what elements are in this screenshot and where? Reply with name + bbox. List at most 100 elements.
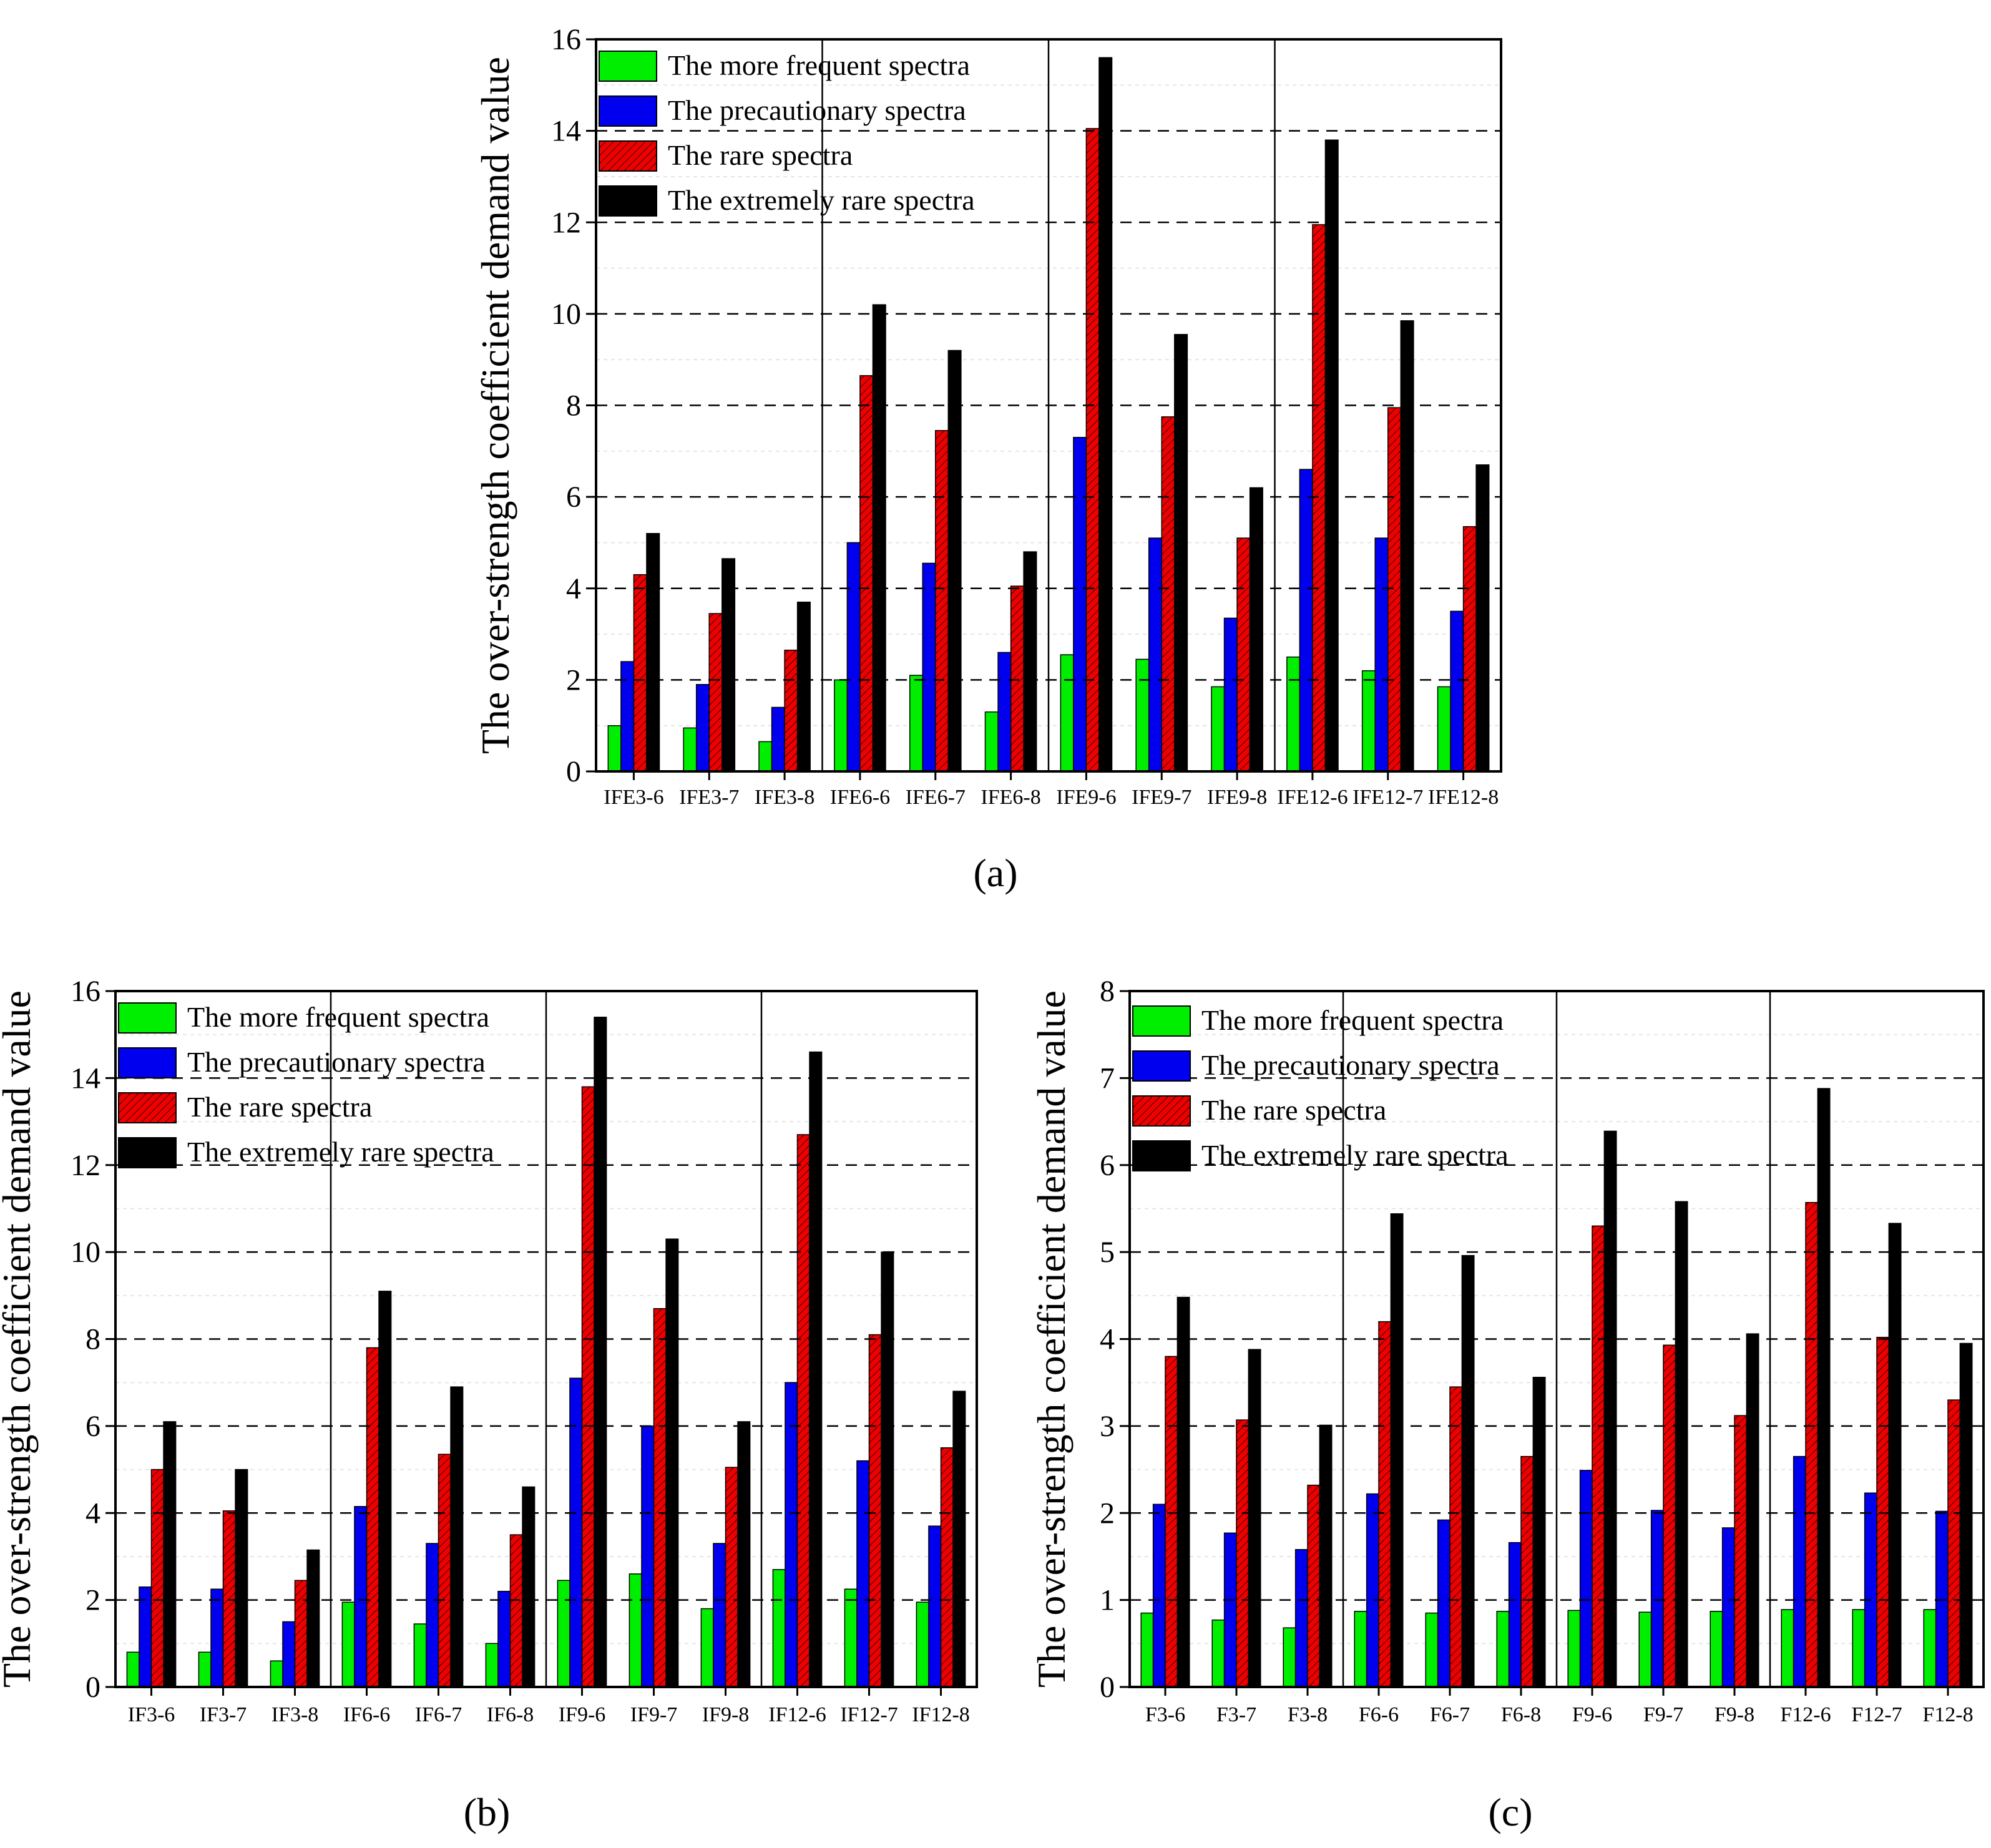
bar-IFE3-6-series-2: [633, 574, 647, 772]
bar-F9-7-series-3: [1675, 1201, 1688, 1688]
bar-IFE9-7-series-0: [1135, 658, 1150, 772]
bar-F6-7-series-0: [1425, 1612, 1439, 1688]
y-tick-label: 0: [86, 1671, 100, 1704]
x-tick-label: F12-7: [1851, 1703, 1902, 1726]
y-tick-label: 7: [1100, 1062, 1115, 1095]
bar-F9-8-series-3: [1746, 1333, 1759, 1688]
y-tick-label: 4: [86, 1497, 100, 1530]
bar-IFE6-6-series-0: [834, 679, 848, 772]
bar-IF3-7-series-1: [210, 1588, 224, 1688]
bar-IF12-8-series-0: [916, 1601, 929, 1688]
bar-IFE3-8-series-0: [758, 741, 773, 772]
x-tick-label: IF9-7: [630, 1703, 678, 1726]
bar-IF9-8-series-3: [737, 1421, 751, 1688]
legend-label-1: The precautionary spectra: [668, 94, 966, 126]
x-tick-label: F3-6: [1145, 1703, 1185, 1726]
x-tick-label: IFE3-7: [679, 786, 739, 809]
bar-IFE9-8-series-3: [1249, 487, 1263, 772]
bar-IFE9-8-series-0: [1211, 686, 1225, 772]
legend-label-1: The precautionary spectra: [1201, 1049, 1500, 1081]
bar-IF3-8-series-0: [270, 1660, 283, 1688]
x-tick-label: IFE9-6: [1056, 786, 1116, 809]
bar-IFE6-7-series-0: [909, 675, 923, 772]
bar-IF6-7-series-1: [426, 1543, 439, 1688]
bar-IF6-8-series-0: [485, 1643, 499, 1688]
bar-F6-6-series-0: [1354, 1610, 1367, 1688]
bar-IF12-6-series-2: [796, 1134, 810, 1688]
y-tick-label: 8: [86, 1323, 100, 1356]
bar-IFE6-8-series-3: [1023, 551, 1037, 772]
bar-F12-8-series-3: [1959, 1342, 1973, 1688]
bar-IFE9-7-series-2: [1161, 416, 1175, 772]
bar-IF9-8-series-1: [713, 1543, 726, 1688]
x-tick-label: F3-8: [1288, 1703, 1328, 1726]
bar-IF3-7-series-0: [198, 1651, 212, 1688]
bar-IF6-8-series-1: [497, 1590, 511, 1688]
bar-IF6-6-series-0: [341, 1601, 355, 1688]
bar-F6-7-series-3: [1461, 1254, 1475, 1688]
bar-IF3-8-series-1: [282, 1621, 296, 1688]
legend-swatch-2: [1132, 1095, 1191, 1127]
bar-IFE12-8-series-3: [1475, 464, 1490, 772]
legend-swatch-0: [599, 51, 657, 82]
legend-label-0: The more frequent spectra: [1201, 1004, 1504, 1036]
x-tick-label: IF12-6: [768, 1703, 826, 1726]
y-tick-label: 16: [551, 23, 581, 56]
x-tick-label: F6-7: [1430, 1703, 1470, 1726]
legend-label-1: The precautionary spectra: [187, 1046, 486, 1078]
legend-swatch-1: [118, 1047, 177, 1078]
x-tick-label: F3-7: [1216, 1703, 1256, 1726]
y-tick-label: 16: [71, 975, 100, 1008]
bar-IF12-6-series-0: [772, 1569, 786, 1688]
x-tick-label: IFE12-8: [1428, 786, 1499, 809]
y-tick-label: 5: [1100, 1236, 1115, 1269]
x-tick-label: F9-6: [1572, 1703, 1612, 1726]
bar-IFE9-8-series-2: [1236, 537, 1251, 772]
y-tick-label: 2: [1100, 1497, 1115, 1530]
bar-IF6-6-series-2: [366, 1347, 379, 1688]
bar-F9-6-series-1: [1579, 1470, 1593, 1688]
x-tick-label: IFE12-6: [1277, 786, 1348, 809]
bar-IF6-7-series-3: [450, 1386, 464, 1688]
bar-F3-7-series-0: [1211, 1619, 1225, 1688]
panel-label: (c): [1488, 1790, 1532, 1834]
legend: The more frequent spectra The precautiona…: [118, 1001, 494, 1168]
bar-IFE12-8-series-0: [1437, 686, 1451, 772]
bar-IF3-6-series-0: [126, 1651, 140, 1688]
bar-IFE3-7-series-0: [683, 727, 697, 772]
bar-IFE9-8-series-1: [1223, 617, 1238, 772]
bar-IF12-8-series-3: [952, 1391, 966, 1688]
bar-IF6-6-series-1: [354, 1506, 368, 1688]
x-tick-label: IF3-6: [128, 1703, 175, 1726]
bar-IF9-6-series-0: [557, 1580, 570, 1688]
bar-IF6-7-series-2: [438, 1454, 451, 1688]
bar-IFE12-6-series-1: [1299, 469, 1313, 772]
bar-F9-8-series-1: [1721, 1527, 1735, 1688]
legend-swatch-2: [118, 1092, 177, 1123]
bar-IF6-7-series-0: [413, 1623, 427, 1688]
x-tick-label: IF9-8: [702, 1703, 750, 1726]
bar-F6-6-series-1: [1366, 1493, 1379, 1688]
bar-F12-8-series-0: [1923, 1609, 1937, 1688]
y-tick-label: 3: [1100, 1410, 1115, 1443]
y-axis-title: The over-strength coefficient demand val…: [1029, 990, 1074, 1688]
bar-IF6-6-series-3: [378, 1291, 392, 1688]
bar-IFE6-7-series-3: [947, 350, 962, 772]
x-tick-label: IF3-7: [200, 1703, 247, 1726]
bar-F6-6-series-2: [1378, 1321, 1392, 1688]
bar-IF9-7-series-0: [629, 1573, 642, 1688]
bar-IF3-6-series-1: [139, 1586, 152, 1688]
legend: The more frequent spectra The precautiona…: [599, 49, 975, 217]
x-tick-label: IF12-8: [912, 1703, 970, 1726]
x-tick-label: IF6-7: [415, 1703, 462, 1726]
legend-label-2: The rare spectra: [668, 139, 853, 171]
bar-IFE3-7-series-3: [722, 558, 736, 772]
y-tick-label: 1: [1100, 1584, 1115, 1617]
legend-label-3: The extremely rare spectra: [668, 184, 975, 216]
legend-label-2: The rare spectra: [187, 1091, 372, 1123]
bar-F12-7-series-3: [1888, 1223, 1902, 1688]
bar-IFE6-7-series-1: [922, 562, 936, 772]
bar-IF12-7-series-3: [881, 1251, 894, 1688]
bar-IF12-6-series-3: [809, 1051, 823, 1688]
bar-IFE12-8-series-1: [1450, 610, 1464, 772]
